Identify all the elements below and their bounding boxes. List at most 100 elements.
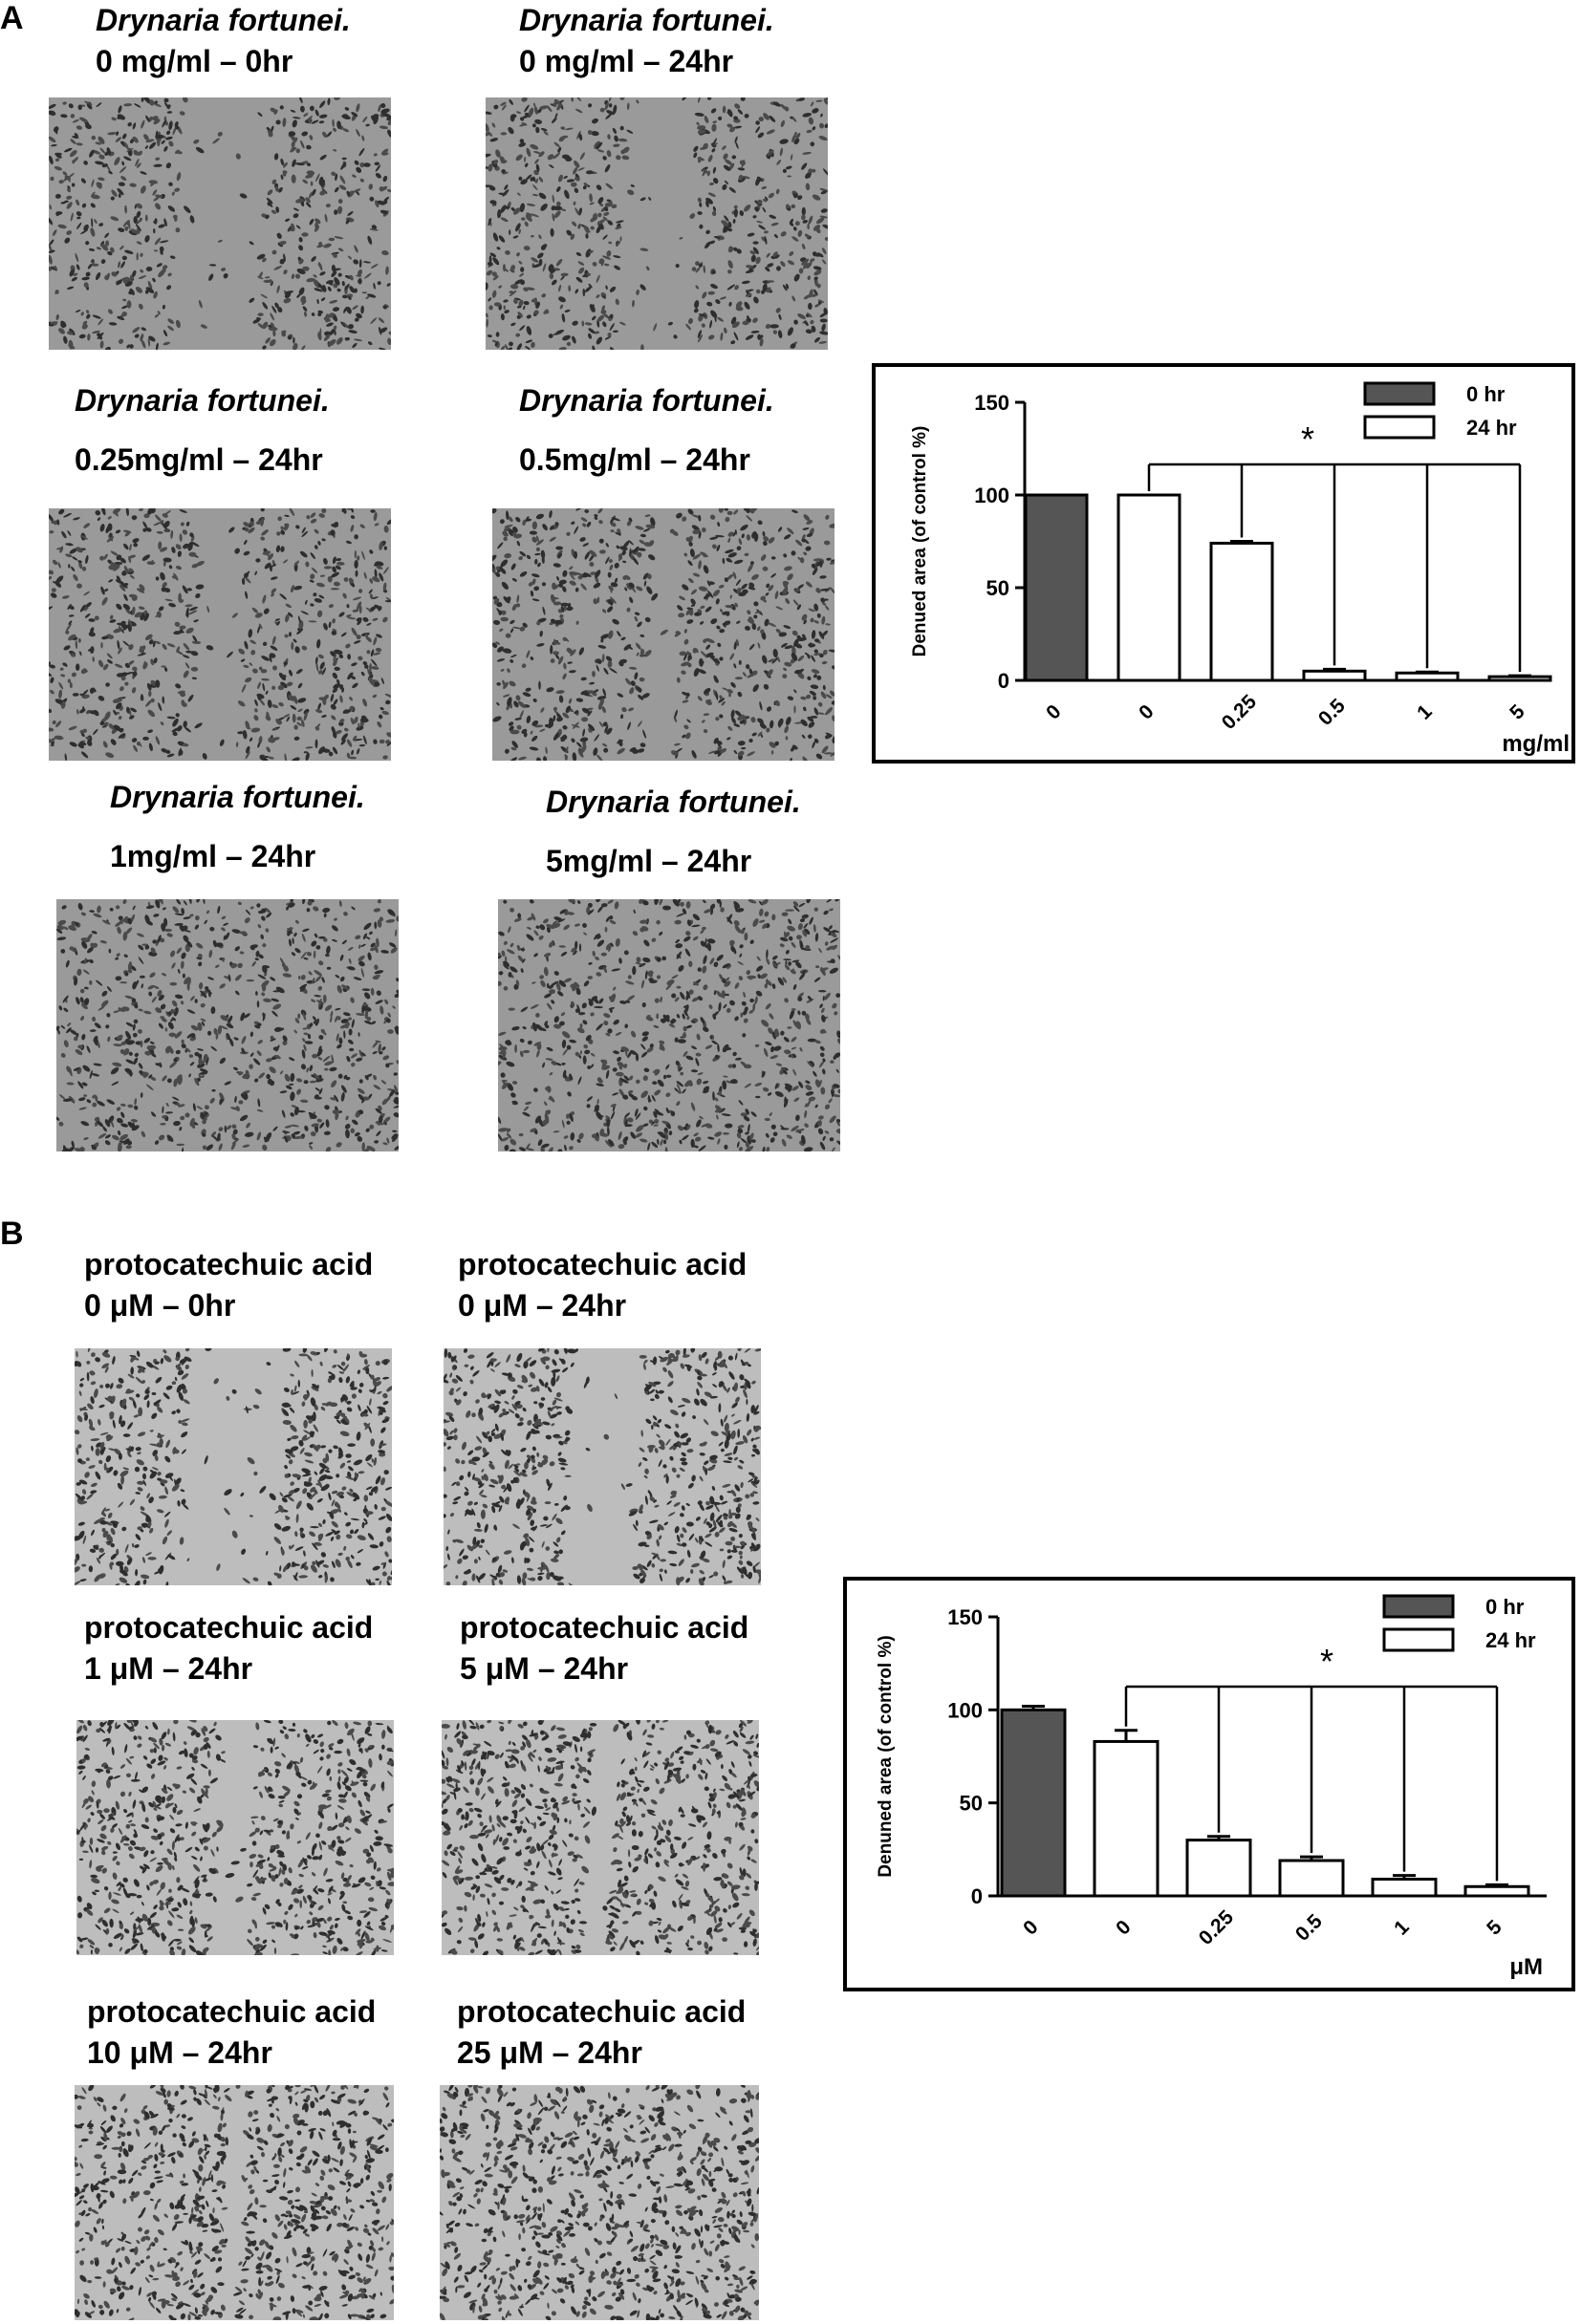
bar <box>1024 493 1089 682</box>
panel-label-b: B <box>0 1216 24 1252</box>
legend-swatch <box>1382 1627 1455 1652</box>
bar <box>1371 1877 1438 1898</box>
y-tick-label: 100 <box>974 484 1009 507</box>
x-tick-label: 0.5 <box>1291 1910 1327 1946</box>
micrograph-b3 <box>76 1720 394 1955</box>
micrograph-a6 <box>498 899 840 1151</box>
y-tick-label: 0 <box>971 1884 983 1908</box>
x-tick-label: 0 <box>1019 1916 1043 1940</box>
image-title-line2: 0 μM – 24hr <box>458 1288 627 1323</box>
image-title-line1: Drynaria fortunei. <box>75 383 330 418</box>
image-title-line1: protocatechuic acid <box>84 1247 374 1281</box>
chart-b: 0 50 100 150 Denuned area (of control %) 0 0 0.… <box>876 1594 1547 1980</box>
chart-a-frame: 0 50 100 150 Denued area (of control %) 0 0 0.2… <box>872 363 1575 764</box>
legend-label: 24 hr <box>1485 1628 1536 1652</box>
image-title-line2: 0.25mg/ml – 24hr <box>75 442 323 477</box>
micrograph-a4 <box>492 508 834 761</box>
image-title-b2: protocatechuic acid 0 μM – 24hr <box>458 1244 747 1326</box>
y-tick-label: 100 <box>947 1698 983 1722</box>
image-title-line1: protocatechuic acid <box>460 1610 749 1645</box>
bar <box>1209 541 1274 682</box>
image-title-line2: 0 μM – 0hr <box>84 1288 236 1323</box>
image-title-line2: 1 μM – 24hr <box>84 1651 253 1686</box>
micrograph-b1 <box>75 1348 392 1585</box>
x-tick-label: 0 <box>1112 1916 1136 1940</box>
micrograph-a3 <box>49 508 391 761</box>
legend-label: 0 hr <box>1485 1595 1525 1619</box>
chart-a: 0 50 100 150 Denued area (of control %) 0 0 0.2… <box>910 381 1570 757</box>
micrograph-a5 <box>56 899 399 1151</box>
image-title-a1: Drynaria fortunei. 0 mg/ml – 0hr <box>96 0 351 82</box>
image-title-b6: protocatechuic acid 25 μM – 24hr <box>457 1991 746 2074</box>
bar <box>1302 669 1367 682</box>
image-title-a5: Drynaria fortunei. 1mg/ml – 24hr <box>110 767 365 886</box>
x-tick-label: 5 <box>1506 700 1529 724</box>
x-tick-label: 0.25 <box>1195 1906 1238 1949</box>
bar <box>1278 1859 1345 1898</box>
image-title-b1: protocatechuic acid 0 μM – 0hr <box>84 1244 373 1326</box>
micrograph-a1 <box>49 97 391 350</box>
image-title-b3: protocatechuic acid 1 μM – 24hr <box>84 1607 373 1689</box>
image-title-line1: Drynaria fortunei. <box>519 383 774 418</box>
image-title-line2: 10 μM – 24hr <box>87 2035 272 2070</box>
legend-swatch <box>1363 415 1436 440</box>
image-title-line1: protocatechuic acid <box>458 1247 748 1281</box>
bar <box>1463 1884 1530 1898</box>
image-title-line2: 5mg/ml – 24hr <box>546 844 752 878</box>
image-title-a4: Drynaria fortunei. 0.5mg/ml – 24hr <box>519 371 774 489</box>
significance-star: * <box>1320 1642 1333 1681</box>
micrograph-b2 <box>444 1348 761 1585</box>
image-title-line2: 0.5mg/ml – 24hr <box>519 442 750 477</box>
image-title-line1: protocatechuic acid <box>87 1994 377 2029</box>
micrograph-b6 <box>440 2085 759 2320</box>
x-tick-label: 0.25 <box>1218 691 1261 734</box>
micrograph-b4 <box>442 1720 759 1955</box>
y-axis-label: Denued area (of control %) <box>910 426 930 657</box>
micrograph-a2 <box>486 97 828 350</box>
chart-b-frame: 0 50 100 150 Denuned area (of control %) 0 0 0.… <box>843 1577 1575 1991</box>
x-tick-label: 0 <box>1042 700 1066 724</box>
y-tick-label: 150 <box>947 1605 983 1629</box>
micrograph-b5 <box>75 2085 394 2320</box>
image-title-line1: Drynaria fortunei. <box>96 3 351 37</box>
x-tick-label: 0.5 <box>1314 695 1350 730</box>
bar <box>1487 675 1552 682</box>
x-unit-label: μM <box>1509 1954 1543 1980</box>
y-tick-label: 50 <box>960 1792 983 1816</box>
y-axis-label: Denuned area (of control %) <box>876 1635 896 1877</box>
bar <box>1093 1739 1159 1898</box>
image-title-line2: 0 mg/ml – 0hr <box>96 44 293 78</box>
image-title-a3: Drynaria fortunei. 0.25mg/ml – 24hr <box>75 371 330 489</box>
image-title-b5: protocatechuic acid 10 μM – 24hr <box>87 1991 376 2074</box>
bar <box>1116 493 1181 682</box>
image-title-line1: protocatechuic acid <box>84 1610 374 1645</box>
image-title-line1: protocatechuic acid <box>457 1994 747 2029</box>
x-tick-label: 1 <box>1413 700 1437 724</box>
legend-label: 24 hr <box>1466 416 1517 440</box>
image-title-line2: 1mg/ml – 24hr <box>110 839 316 873</box>
image-title-a2: Drynaria fortunei. 0 mg/ml – 24hr <box>519 0 774 82</box>
legend-label: 0 hr <box>1466 382 1506 406</box>
bar <box>1395 671 1460 682</box>
y-tick-label: 50 <box>986 576 1009 600</box>
image-title-line2: 0 mg/ml – 24hr <box>519 44 734 78</box>
x-tick-label: 5 <box>1483 1916 1506 1940</box>
x-unit-label: mg/ml <box>1502 731 1570 757</box>
significance-star: * <box>1301 420 1314 459</box>
x-tick-label: 0 <box>1135 700 1159 724</box>
bar <box>1000 1708 1067 1898</box>
image-title-line1: Drynaria fortunei. <box>546 785 801 819</box>
image-title-line2: 25 μM – 24hr <box>457 2035 642 2070</box>
image-title-line1: Drynaria fortunei. <box>519 3 774 37</box>
panel-label-a: A <box>0 0 24 36</box>
image-title-line2: 5 μM – 24hr <box>460 1651 629 1686</box>
bar <box>1185 1839 1252 1898</box>
legend-swatch <box>1363 381 1436 406</box>
y-tick-label: 150 <box>974 391 1009 415</box>
image-title-b4: protocatechuic acid 5 μM – 24hr <box>460 1607 748 1689</box>
legend-swatch <box>1382 1594 1455 1619</box>
image-title-a6: Drynaria fortunei. 5mg/ml – 24hr <box>546 772 801 891</box>
x-tick-label: 1 <box>1390 1916 1414 1940</box>
y-tick-label: 0 <box>998 669 1009 693</box>
image-title-line1: Drynaria fortunei. <box>110 780 365 814</box>
